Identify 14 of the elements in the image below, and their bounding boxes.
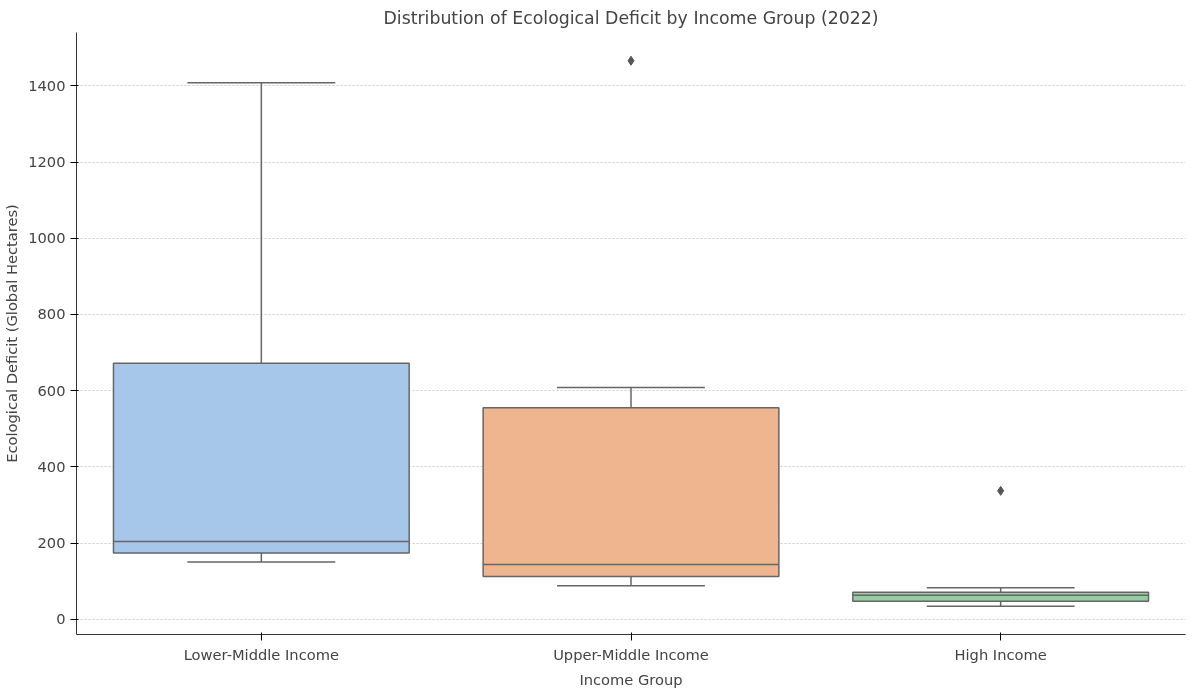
y-tick-label: 200 [37,534,66,552]
y-tick-label: 0 [56,610,66,628]
x-tick-label: Upper-Middle Income [553,645,709,663]
y-tick-label: 1400 [28,76,66,94]
y-tick-label: 1200 [28,153,66,171]
x-axis-title: Income Group [579,670,683,688]
y-tick-label: 800 [37,305,66,323]
y-tick-label: 1000 [28,229,66,247]
y-tick-label: 400 [37,457,66,475]
chart-title: Distribution of Ecological Deficit by Income Group (2022) [383,7,879,28]
y-axis-title: Ecological Deficit (Global Hectares) [3,204,21,463]
x-tick-label: High Income [954,645,1047,663]
y-tick-label: 600 [37,381,66,399]
x-tick-label: Lower-Middle Income [183,645,339,663]
